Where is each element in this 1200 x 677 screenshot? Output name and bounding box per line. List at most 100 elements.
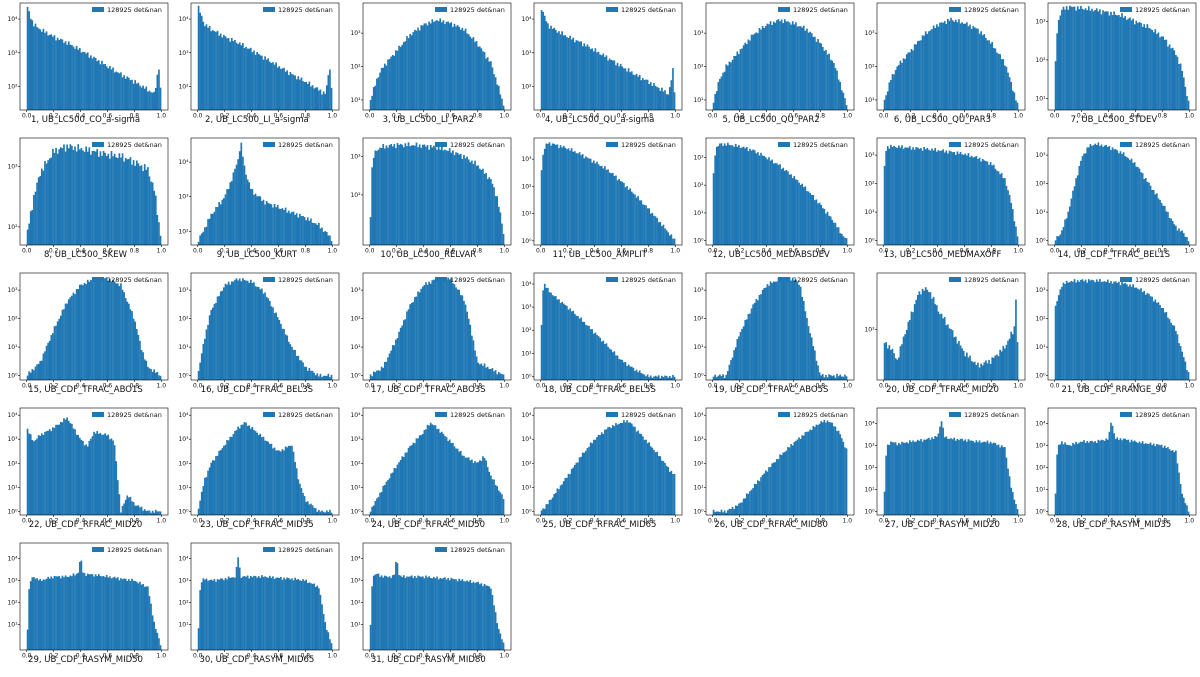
histogram-bar: [288, 75, 291, 110]
histogram-bar: [640, 200, 643, 245]
histogram-bar: [154, 195, 157, 245]
histogram-bar: [1120, 16, 1122, 111]
histogram-bar: [743, 498, 746, 515]
histogram-bar: [1112, 15, 1114, 110]
histogram-bar: [71, 576, 73, 650]
histogram-bar: [1055, 240, 1057, 245]
histogram-bar: [564, 305, 567, 380]
histogram-bar: [1005, 344, 1008, 380]
histogram-bar: [969, 157, 971, 245]
histogram-bar: [770, 24, 773, 111]
histogram-bar: [904, 58, 906, 110]
histogram-bar: [1093, 11, 1095, 110]
x-tick-label: 0.6: [103, 248, 113, 255]
histogram-bar: [664, 228, 667, 245]
histogram-bar: [1088, 279, 1091, 380]
histogram-bar: [739, 148, 741, 245]
histogram-bar: [215, 31, 218, 111]
panel-title: 15, UB_CDF_TFRAC_ABO1S: [28, 385, 143, 395]
histogram-bar: [105, 435, 108, 515]
histogram-bar: [654, 375, 657, 380]
histogram-bar: [320, 89, 322, 110]
histogram-bar: [473, 350, 476, 380]
histogram-bar: [1000, 445, 1003, 515]
legend-label: 128925 det&nan: [793, 141, 848, 149]
histogram-bar: [154, 509, 157, 515]
histogram-bar: [312, 85, 314, 110]
histogram-bar: [838, 374, 841, 380]
histogram-bar: [542, 11, 545, 110]
histogram-bar: [905, 147, 908, 245]
histogram-bar: [578, 41, 581, 110]
histogram-bar: [445, 21, 448, 111]
histogram-bar: [255, 576, 257, 650]
histogram-bar: [55, 147, 57, 245]
histogram-bar: [264, 440, 267, 515]
histogram-bar: [97, 156, 100, 245]
histogram-bar: [583, 158, 586, 245]
histogram-bar: [36, 578, 38, 650]
histogram-bar: [394, 468, 397, 515]
histogram-bar: [323, 375, 325, 380]
x-tick-label: 0.8: [472, 113, 482, 120]
histogram-bar: [780, 455, 783, 515]
histogram-bar: [258, 286, 260, 380]
panel-title: 21, UB_CDF_RRANGE_90: [1061, 385, 1167, 395]
histogram-bar: [783, 19, 786, 110]
histogram-bar: [143, 509, 146, 515]
histogram-bar: [1151, 445, 1154, 515]
x-tick-label: 0.6: [274, 113, 284, 120]
histogram-bar: [951, 330, 954, 380]
histogram-bar: [407, 38, 410, 110]
histogram-bar: [1004, 65, 1006, 110]
histogram-bar: [26, 7, 29, 110]
histogram-bar: [951, 152, 954, 245]
legend-label: 128925 det&nan: [1135, 6, 1190, 14]
y-tick-label: 10⁴: [350, 412, 361, 419]
histogram-bar: [331, 512, 333, 515]
histogram-bar: [1123, 283, 1125, 380]
histogram-bar: [229, 182, 232, 245]
histogram-bar: [618, 66, 621, 110]
histogram-bar: [202, 21, 205, 110]
histogram-bar: [256, 196, 259, 245]
histogram-bar: [225, 36, 227, 111]
histogram-bar: [158, 69, 160, 110]
histogram-bar: [291, 74, 294, 110]
histogram-bar: [642, 204, 644, 245]
histogram-bar: [453, 446, 456, 515]
histogram-bar: [320, 511, 322, 515]
histogram-bar: [808, 429, 811, 515]
histogram-bar: [729, 508, 732, 515]
histogram-bar: [724, 512, 727, 515]
histogram-bar: [928, 437, 930, 515]
y-tick-label: 10¹: [1036, 487, 1047, 494]
x-tick-label: 1.0: [1013, 113, 1023, 120]
histogram-bar: [58, 424, 61, 515]
histogram-bar: [932, 25, 935, 111]
histogram-bar: [580, 41, 583, 110]
histogram-bar: [1148, 293, 1151, 380]
histogram-bar: [712, 509, 715, 515]
x-tick-label: 1.0: [156, 653, 166, 660]
histogram-bar: [772, 21, 775, 110]
histogram-bar: [256, 432, 259, 515]
histogram-bar: [1153, 32, 1155, 110]
histogram-bar: [437, 281, 440, 380]
histogram-bar: [297, 76, 300, 110]
histogram-bar: [245, 46, 248, 110]
histogram-bar: [799, 286, 802, 380]
histogram-bar: [1159, 305, 1162, 380]
histogram-bar: [45, 345, 48, 380]
x-tick-label: 0.6: [788, 518, 798, 525]
histogram-bar: [1172, 47, 1174, 110]
histogram-bar: [237, 280, 240, 380]
histogram-bar: [832, 426, 835, 515]
x-tick-label: 0.0: [879, 248, 889, 255]
histogram-bar: [1058, 295, 1060, 380]
histogram-bar: [104, 152, 106, 245]
histogram-bar: [667, 232, 670, 245]
histogram-bar: [548, 500, 551, 515]
histogram-bar: [401, 577, 403, 650]
